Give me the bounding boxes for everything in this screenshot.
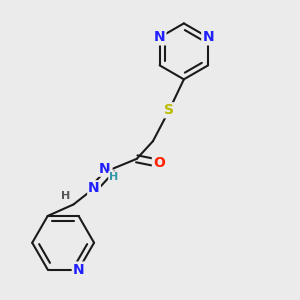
Text: H: H: [103, 164, 112, 174]
Text: H: H: [109, 172, 118, 182]
Text: N: N: [99, 162, 110, 176]
Text: H: H: [61, 190, 71, 201]
Text: N: N: [154, 30, 165, 44]
Text: O: O: [153, 156, 165, 170]
Text: N: N: [73, 262, 84, 277]
Text: N: N: [88, 181, 100, 195]
Text: S: S: [164, 103, 174, 117]
Text: N: N: [202, 30, 214, 44]
